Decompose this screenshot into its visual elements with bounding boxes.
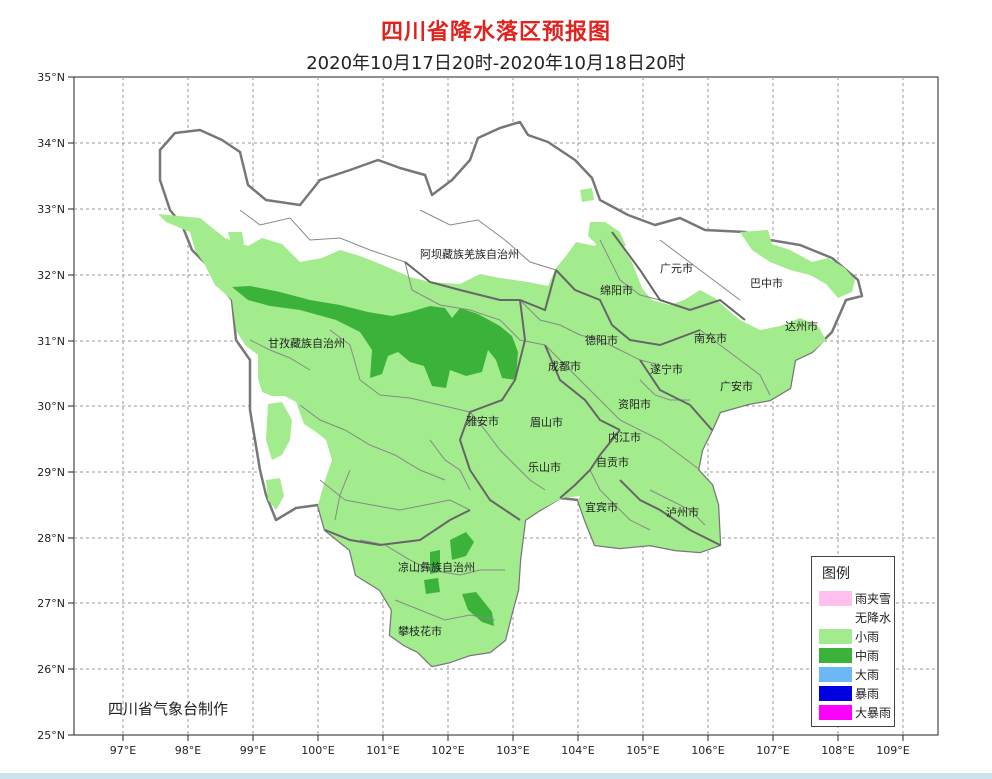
- city-label-guangan: 广安市: [720, 379, 753, 393]
- light-rain-patch: [740, 230, 855, 298]
- city-label-nanchong: 南充市: [694, 331, 727, 345]
- lon-label: 104°E: [561, 744, 594, 757]
- legend-item-heavy-rain: 大雨: [819, 665, 879, 683]
- light-rain-patch: [588, 222, 626, 250]
- lat-label: 33°N: [37, 203, 65, 216]
- city-label-suining: 遂宁市: [650, 362, 683, 376]
- bottom-border: [0, 773, 992, 779]
- city-label-panzhihua: 攀枝花市: [398, 624, 442, 638]
- city-label-liangshan: 凉山彝族自治州: [398, 560, 475, 574]
- lon-label: 103°E: [496, 744, 529, 757]
- lon-label: 100°E: [301, 744, 334, 757]
- city-label-ziyang: 资阳市: [618, 397, 651, 411]
- legend-label: 小雨: [855, 629, 880, 644]
- legend-item-heavy-rainstorm: 大暴雨: [819, 703, 891, 721]
- lon-label: 107°E: [756, 744, 789, 757]
- lat-label: 30°N: [37, 400, 65, 413]
- legend-item-light-rain: 小雨: [819, 627, 879, 645]
- city-label-leshan: 乐山市: [528, 460, 561, 474]
- legend-label: 中雨: [855, 648, 880, 663]
- lat-label: 31°N: [37, 335, 65, 348]
- lat-label: 26°N: [37, 663, 65, 676]
- legend-label: 大暴雨: [855, 705, 892, 720]
- legend-item-moderate-rain: 中雨: [819, 646, 879, 664]
- moderate-rain-patch: [424, 578, 440, 594]
- moderate-rain-area: [232, 286, 518, 388]
- legend-title: 图例: [822, 566, 850, 582]
- forecast-period: 2020年10月17日20时-2020年10月18日20时: [306, 53, 686, 74]
- lon-label: 105°E: [626, 744, 659, 757]
- legend-swatch: [819, 609, 852, 625]
- light-rain-patch: [266, 478, 284, 510]
- lon-label: 98°E: [175, 744, 201, 757]
- city-label-neijiang: 内江市: [608, 430, 641, 444]
- light-rain-patch: [228, 232, 244, 246]
- lon-label: 99°E: [240, 744, 266, 757]
- legend-swatch: [819, 647, 852, 663]
- city-label-dazhou: 达州市: [785, 319, 818, 333]
- city-label-chengdu: 成都市: [548, 359, 581, 373]
- moderate-rain-patch: [462, 592, 494, 626]
- prefecture-boundaries: [324, 231, 746, 547]
- city-label-zigong: 自贡市: [596, 455, 629, 469]
- legend-label: 暴雨: [855, 686, 880, 701]
- map-title: 四川省降水落区预报图: [380, 20, 611, 45]
- city-label-bazhong: 巴中市: [750, 276, 783, 290]
- moderate-rain-patch: [450, 532, 474, 560]
- city-label-ganzi: 甘孜藏族自治州: [268, 336, 345, 350]
- legend-label: 雨夹雪: [855, 591, 892, 606]
- city-label-deyang: 德阳市: [585, 333, 618, 347]
- legend-item-rainstorm: 暴雨: [819, 684, 879, 702]
- moderate-rain-patch: [430, 550, 440, 574]
- lon-label: 106°E: [691, 744, 724, 757]
- city-label-yibin: 宜宾市: [585, 500, 618, 514]
- legend-swatch: [819, 628, 852, 644]
- lon-label: 102°E: [431, 744, 464, 757]
- legend-swatch: [819, 666, 852, 682]
- legend-swatch: [819, 704, 852, 720]
- lat-label: 34°N: [37, 137, 65, 150]
- lat-label: 35°N: [37, 71, 65, 84]
- lat-label: 28°N: [37, 532, 65, 545]
- light-rain-patch: [266, 402, 292, 460]
- light-rain-patch: [580, 188, 594, 202]
- city-label-yaan: 雅安市: [466, 414, 499, 428]
- city-label-guangyuan: 广元市: [660, 261, 693, 275]
- credit-text: 四川省气象台制作: [108, 700, 229, 718]
- lon-label: 109°E: [876, 744, 909, 757]
- lat-label: 25°N: [37, 729, 65, 742]
- lon-label: 101°E: [366, 744, 399, 757]
- lat-label: 29°N: [37, 466, 65, 479]
- city-label-meishan: 眉山市: [530, 415, 563, 429]
- legend-label: 大雨: [855, 667, 880, 682]
- legend-swatch: [819, 685, 852, 701]
- city-label-aba: 阿坝藏族羌族自治州: [420, 247, 519, 261]
- lat-label: 27°N: [37, 597, 65, 610]
- city-label-mianyang: 绵阳市: [600, 283, 633, 297]
- lon-label: 108°E: [821, 744, 854, 757]
- axis-ticks: [68, 76, 904, 741]
- lon-label: 97°E: [110, 744, 136, 757]
- lat-label: 32°N: [37, 269, 65, 282]
- city-label-luzhou: 泸州市: [666, 505, 699, 519]
- legend-item-no-precip: 无降水: [819, 608, 891, 626]
- legend-item-sleet: 雨夹雪: [819, 589, 891, 607]
- legend-label: 无降水: [855, 610, 892, 625]
- map-legend: 图例 雨夹雪 无降水 小雨 中雨 大雨 暴雨 大暴雨: [811, 556, 895, 727]
- legend-swatch: [819, 590, 852, 606]
